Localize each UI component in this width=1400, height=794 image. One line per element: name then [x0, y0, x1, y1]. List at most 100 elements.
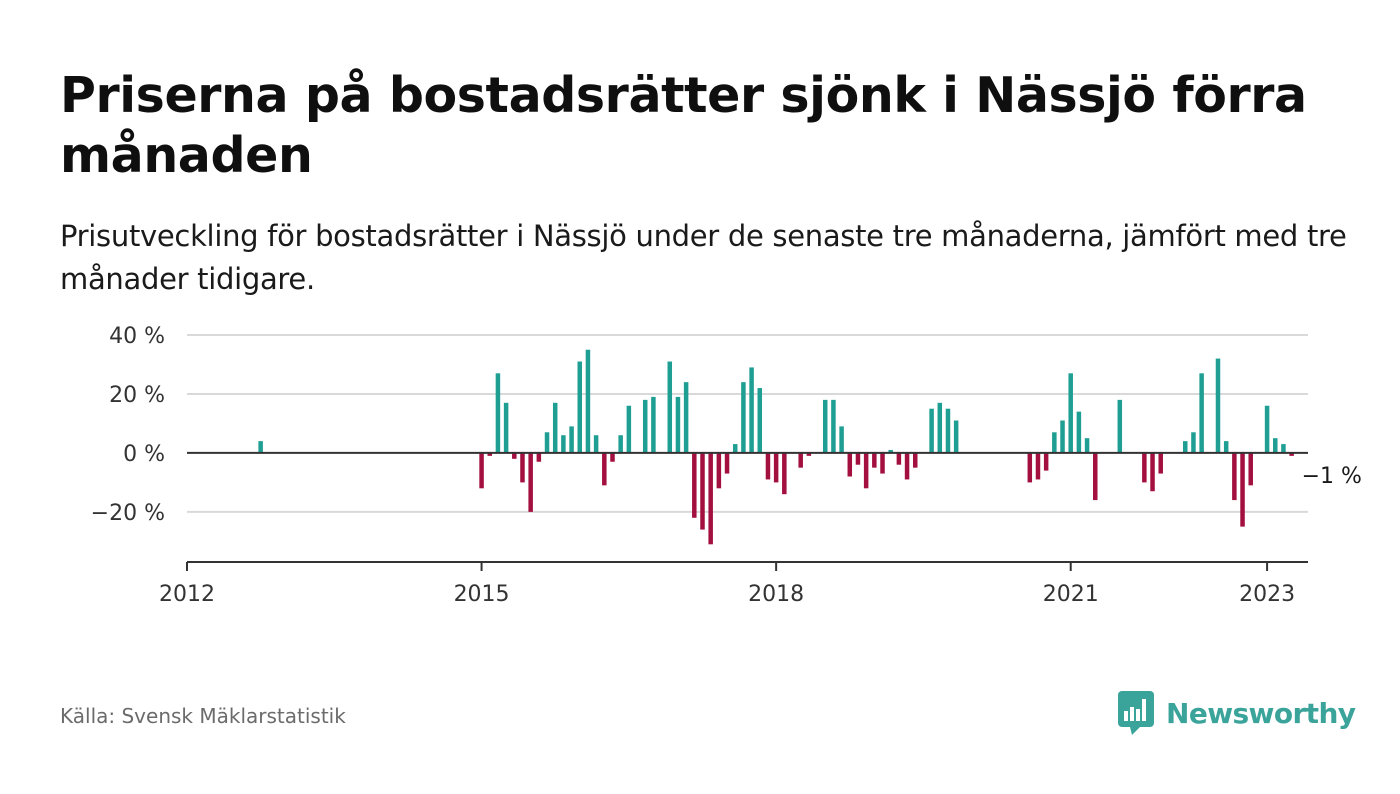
bar — [896, 452, 902, 465]
axes — [186, 451, 1308, 571]
bar — [495, 373, 501, 453]
bar — [880, 452, 885, 474]
bar — [822, 399, 828, 453]
bar — [1052, 432, 1057, 453]
bar — [626, 405, 632, 453]
bar — [1043, 452, 1049, 471]
bar — [503, 402, 509, 453]
bar — [1232, 452, 1237, 501]
bar — [479, 452, 484, 489]
bar — [561, 435, 566, 453]
bar — [577, 361, 583, 453]
bar — [1158, 452, 1163, 474]
bar — [872, 452, 877, 468]
x-tick-label: 2015 — [454, 582, 510, 607]
y-tick-label: 0 % — [123, 442, 165, 467]
bar — [1150, 452, 1155, 492]
bar — [610, 452, 615, 462]
bar — [1183, 441, 1188, 453]
bar — [520, 452, 525, 483]
bar — [1035, 452, 1041, 480]
bar — [569, 426, 574, 453]
source-note: Källa: Svensk Mäklarstatistik — [60, 704, 346, 728]
bar — [1060, 420, 1065, 453]
tick-labels: −20 % 0 % 20 % 40 % 2012 2015 2018 2021 2023 −1 % — [91, 324, 1362, 607]
brand-logo[interactable]: Newsworthy — [1118, 690, 1356, 736]
bar — [953, 420, 959, 453]
y-tick-label: −20 % — [91, 501, 165, 526]
bar — [552, 402, 558, 453]
bar — [912, 452, 918, 468]
bar — [602, 452, 607, 486]
bar — [536, 452, 542, 462]
bar — [708, 452, 713, 545]
gridlines — [187, 334, 1308, 513]
bar — [863, 452, 869, 489]
bar — [1240, 452, 1245, 527]
bar — [1281, 444, 1286, 453]
bar — [724, 452, 730, 474]
chart-subtitle: Prisutveckling för bostadsrätter i Nässj… — [60, 219, 1347, 296]
bar — [642, 399, 648, 453]
last-value-label: −1 % — [1302, 464, 1362, 489]
bar — [1264, 405, 1270, 453]
bar — [512, 452, 517, 459]
brand-name: Newsworthy — [1166, 696, 1356, 730]
bar — [945, 408, 951, 453]
bar — [1142, 452, 1147, 483]
x-tick-label: 2018 — [748, 582, 804, 607]
bar — [1117, 399, 1123, 453]
bar — [683, 382, 689, 453]
x-tick-label: 2012 — [159, 582, 215, 607]
bar — [651, 396, 656, 453]
bar — [618, 435, 623, 453]
bar — [675, 396, 681, 453]
bar — [929, 408, 934, 453]
bar — [1215, 358, 1221, 453]
x-tick-label: 2021 — [1043, 582, 1099, 607]
newsworthy-logo-icon — [1118, 691, 1154, 735]
bar — [1199, 373, 1204, 453]
bar — [1191, 432, 1196, 453]
bar — [1289, 452, 1294, 456]
bar — [1076, 411, 1082, 453]
bar — [839, 426, 844, 453]
bar — [773, 452, 779, 483]
bar — [782, 452, 787, 495]
bars — [258, 349, 1294, 545]
bar — [1084, 438, 1090, 453]
bar — [593, 435, 599, 453]
bar — [749, 367, 754, 453]
bar — [1248, 452, 1253, 486]
bar — [528, 452, 533, 512]
bar — [700, 452, 705, 530]
chart-title: Priserna på bostadsrätter sjönk i Nässjö… — [60, 67, 1307, 184]
bar — [258, 441, 263, 453]
bar — [1068, 373, 1073, 453]
y-tick-label: 40 % — [109, 324, 165, 349]
bar — [888, 449, 893, 453]
bar — [667, 361, 673, 453]
bar — [831, 399, 836, 453]
bar — [806, 452, 812, 456]
bar — [757, 388, 763, 453]
bar — [1093, 452, 1098, 501]
bar — [716, 452, 722, 489]
x-tick-label: 2023 — [1239, 582, 1295, 607]
bar — [798, 452, 803, 468]
y-tick-label: 20 % — [109, 383, 165, 408]
bar — [692, 452, 697, 518]
bar — [585, 349, 591, 453]
bar — [544, 432, 550, 453]
bar — [741, 382, 746, 453]
bar — [732, 444, 738, 453]
bar — [765, 452, 771, 480]
bar — [855, 452, 861, 465]
bar — [487, 452, 492, 456]
bar — [904, 452, 910, 480]
bar — [1027, 452, 1033, 483]
bar — [1273, 438, 1278, 453]
bar — [937, 402, 943, 453]
bar — [1223, 441, 1229, 453]
